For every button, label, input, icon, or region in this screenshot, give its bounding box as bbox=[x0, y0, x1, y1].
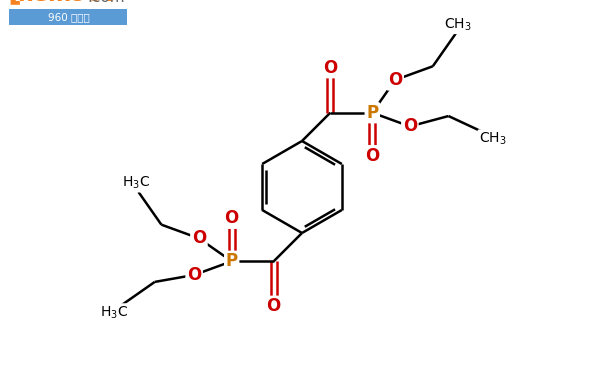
Text: O: O bbox=[267, 297, 281, 315]
Text: O: O bbox=[403, 117, 417, 135]
Text: P: P bbox=[226, 252, 238, 270]
Text: [: [ bbox=[7, 0, 21, 5]
FancyBboxPatch shape bbox=[9, 9, 127, 25]
Text: O: O bbox=[388, 71, 402, 89]
Text: CH$_3$: CH$_3$ bbox=[444, 16, 471, 33]
Text: P: P bbox=[366, 104, 378, 122]
Text: 960 化工网: 960 化工网 bbox=[48, 12, 90, 22]
Text: O: O bbox=[224, 209, 239, 227]
Text: H$_3$C: H$_3$C bbox=[100, 304, 128, 321]
Text: H$_3$C: H$_3$C bbox=[122, 175, 151, 191]
Text: O: O bbox=[323, 59, 338, 77]
Text: O: O bbox=[365, 147, 379, 165]
Text: CH$_3$: CH$_3$ bbox=[479, 131, 506, 147]
Text: .com: .com bbox=[87, 0, 125, 5]
Text: O: O bbox=[187, 266, 201, 284]
Text: hem960: hem960 bbox=[17, 0, 118, 5]
Text: O: O bbox=[192, 230, 206, 248]
